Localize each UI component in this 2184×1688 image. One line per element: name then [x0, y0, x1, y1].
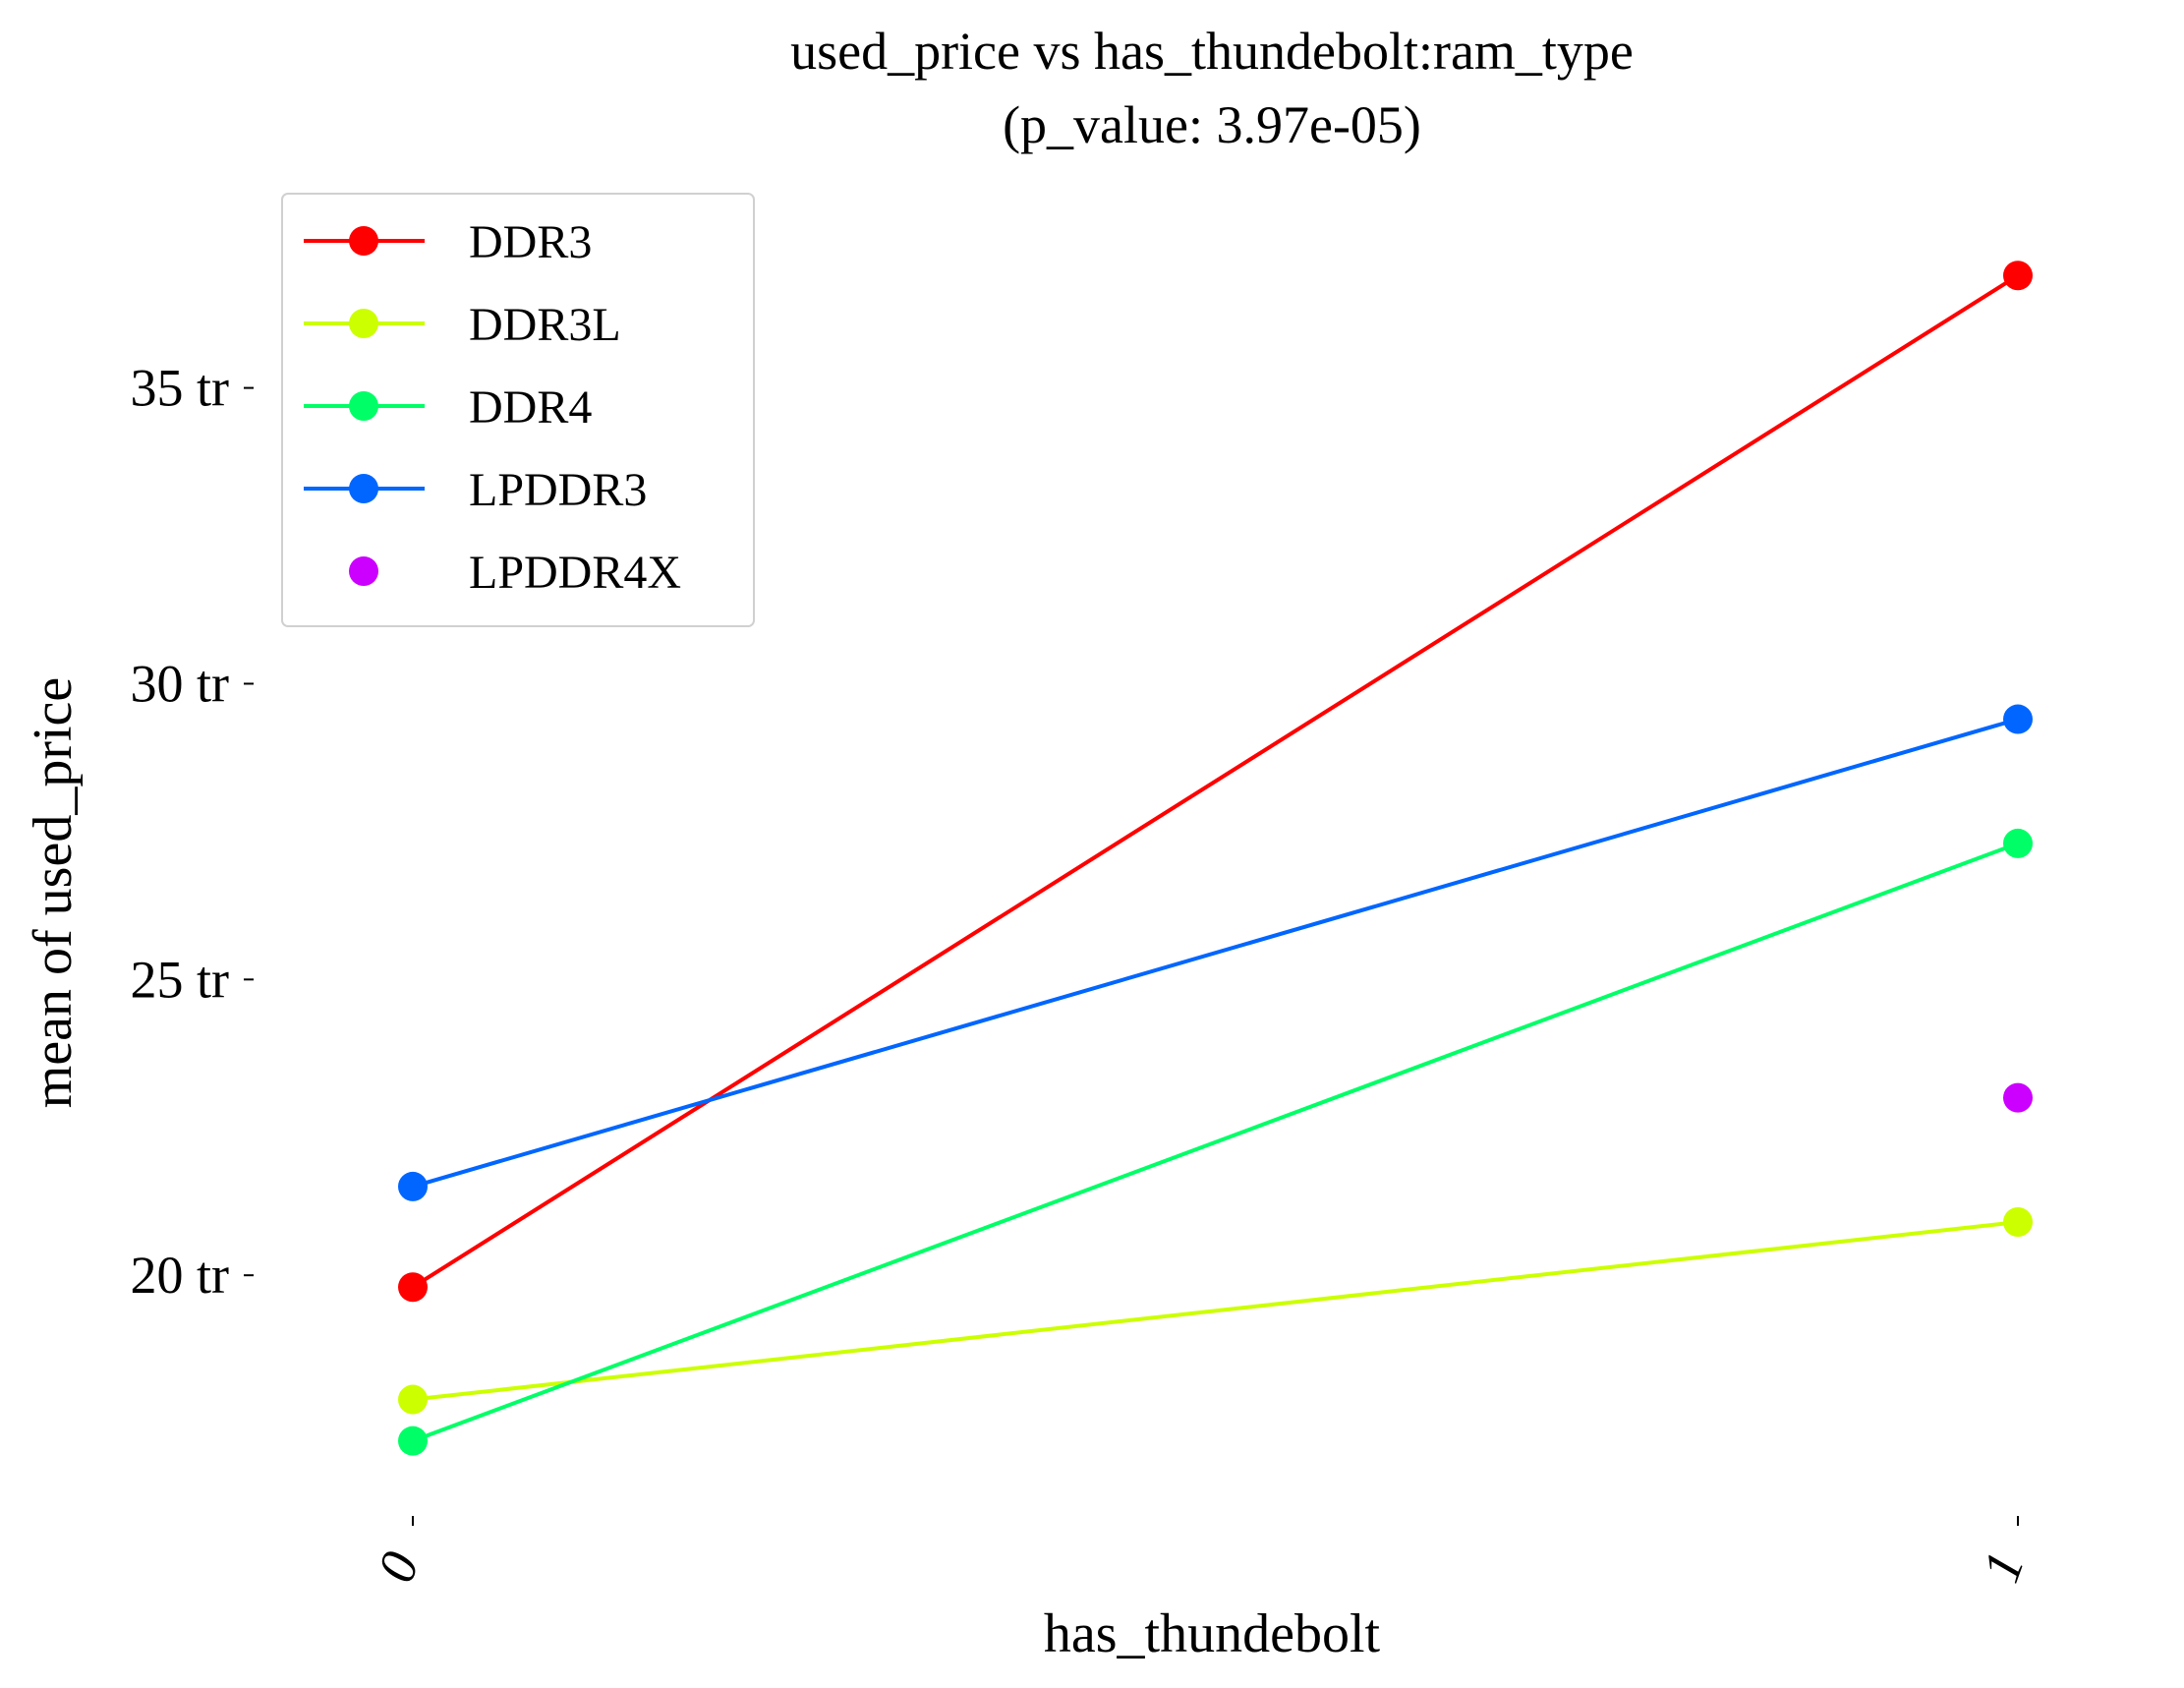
series-line	[412, 842, 2019, 1443]
x-tick-label: 1	[1971, 1544, 2036, 1590]
data-point	[398, 1426, 428, 1456]
data-point	[398, 1384, 428, 1415]
legend-item: DDR3L	[304, 299, 621, 351]
legend-marker	[349, 309, 378, 338]
series-layer	[398, 261, 2033, 1456]
legend-item: LPDDR3	[304, 464, 647, 516]
data-point	[2003, 704, 2033, 734]
x-tick-label: 0	[366, 1544, 431, 1590]
x-axis-label: has_thundebolt	[1044, 1603, 1381, 1664]
data-point	[398, 1272, 428, 1303]
series-ddr3	[398, 261, 2033, 1303]
legend-item: DDR3	[304, 216, 592, 268]
series-ddr4	[398, 828, 2033, 1456]
data-point	[398, 1171, 428, 1201]
series-ddr3l	[398, 1207, 2033, 1415]
y-tick-label: 35 tr	[131, 359, 230, 418]
legend-marker	[349, 556, 378, 586]
legend-label: LPDDR3	[469, 464, 647, 516]
legend-marker	[349, 391, 378, 421]
legend-label: DDR3	[469, 216, 592, 268]
data-point	[2003, 1082, 2033, 1113]
legend-marker	[349, 226, 378, 256]
y-tick-label: 20 tr	[131, 1246, 230, 1305]
legend-marker	[349, 474, 378, 503]
data-point	[2003, 828, 2033, 858]
y-axis-label: mean of used_price	[23, 677, 84, 1108]
y-axis-ticks: 20 tr 25 tr 30 tr 35 tr	[131, 359, 254, 1305]
chart-title: used_price vs has_thundebolt:ram_type	[790, 22, 1634, 81]
y-tick-label: 30 tr	[131, 654, 230, 713]
legend-label: DDR4	[469, 381, 592, 434]
legend-item: LPDDR4X	[349, 547, 681, 599]
chart-subtitle: (p_value: 3.97e-05)	[1003, 95, 1421, 154]
series-line	[412, 717, 2019, 1189]
series-lpddr3	[398, 704, 2033, 1201]
series-lpddr4x	[2003, 1082, 2033, 1113]
legend: DDR3 DDR3L DDR4 LPDDR3 LPDDR4X	[281, 193, 755, 627]
data-point	[2003, 261, 2033, 291]
legend-label: DDR3L	[469, 299, 621, 351]
legend-frame	[281, 193, 755, 627]
legend-label: LPDDR4X	[469, 547, 681, 599]
series-line	[412, 1220, 2019, 1402]
y-tick-label: 25 tr	[131, 950, 230, 1009]
legend-item: DDR4	[304, 381, 592, 434]
data-point	[2003, 1207, 2033, 1238]
series-line	[411, 273, 2020, 1289]
